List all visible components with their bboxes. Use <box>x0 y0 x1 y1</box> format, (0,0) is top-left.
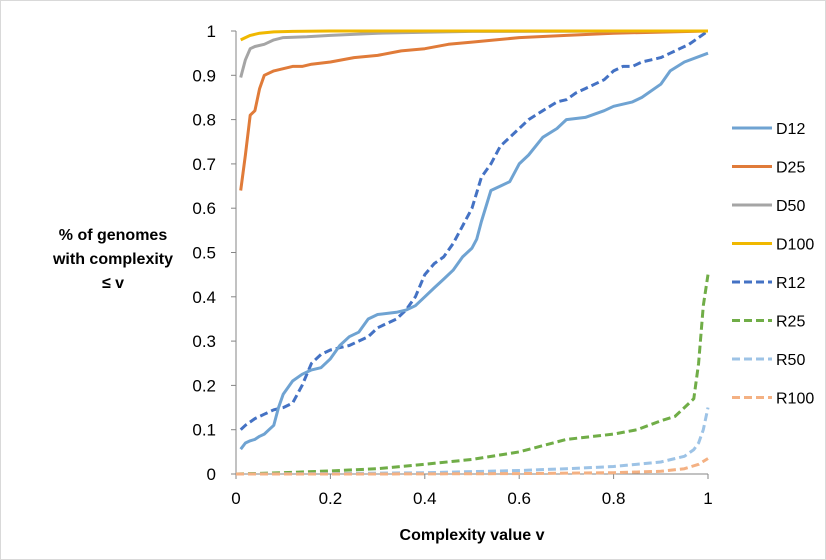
series-layer <box>235 29 710 476</box>
series-line-d12 <box>239 51 709 451</box>
y-axis-title: % of genomes with complexity ≤ v <box>52 227 173 292</box>
series-line-d50 <box>239 29 709 78</box>
y-tick-label: 0.5 <box>192 244 216 263</box>
x-tick-label: 0.2 <box>319 489 343 508</box>
x-axis-title: Complexity value v <box>400 527 545 544</box>
x-tick-label: 1 <box>703 489 712 508</box>
legend-label-r12: R12 <box>776 275 805 292</box>
legend-label-r50: R50 <box>776 352 805 369</box>
y-tick-label: 1 <box>207 22 216 41</box>
y-tick-label: 0.2 <box>192 376 216 395</box>
legend-label-d100: D100 <box>776 237 814 254</box>
y-tick-label: 0.4 <box>192 288 216 307</box>
y-axis-title-line: ≤ v <box>102 275 124 292</box>
y-axis-title-line: with complexity <box>52 251 173 268</box>
legend: D12 D25 D50 D100 R12 R25 R50 R100 <box>732 121 814 408</box>
series-line-d100 <box>240 29 708 42</box>
x-tick-label: 0.6 <box>507 489 531 508</box>
series-line-r12 <box>239 29 709 431</box>
series-line-r50 <box>235 407 710 476</box>
legend-label-d25: D25 <box>776 160 805 177</box>
series-line-d25 <box>239 29 709 191</box>
series-line-r100 <box>236 457 709 476</box>
axes: 0 0.1 0.2 0.3 0.4 0.5 0.6 0.7 0.8 0.9 1 0 0.2 0.4 0.6 0… <box>192 22 712 508</box>
x-tick-label: 0 <box>231 489 240 508</box>
y-tick-label: 0.7 <box>192 155 216 174</box>
y-axis-title-line: % of genomes <box>59 227 168 244</box>
y-tick-label: 0.6 <box>192 199 216 218</box>
legend-label-r100: R100 <box>776 391 814 408</box>
x-tick-label: 0.8 <box>602 489 626 508</box>
series-line-r25 <box>235 274 710 476</box>
y-tick-label: 0.8 <box>192 111 216 130</box>
y-tick-label: 0 <box>207 465 216 484</box>
legend-label-d12: D12 <box>776 121 805 138</box>
legend-label-r25: R25 <box>776 314 805 331</box>
legend-label-d50: D50 <box>776 198 805 215</box>
x-tick-label: 0.4 <box>413 489 437 508</box>
y-tick-label: 0.1 <box>192 421 216 440</box>
y-tick-label: 0.9 <box>192 66 216 85</box>
y-tick-label: 0.3 <box>192 332 216 351</box>
